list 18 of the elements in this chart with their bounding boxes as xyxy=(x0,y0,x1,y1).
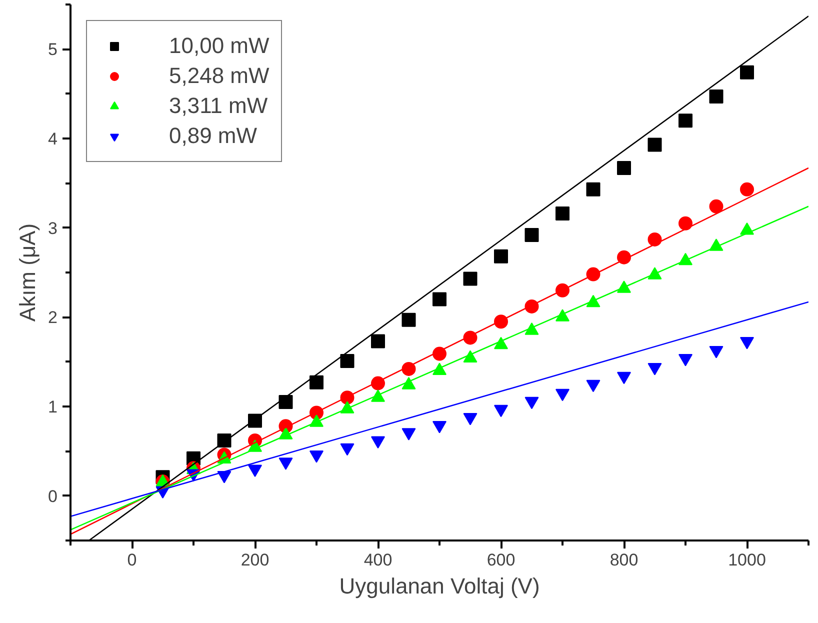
legend-label: 5,248 mW xyxy=(169,63,270,89)
x-tick-label: 1000 xyxy=(728,550,766,570)
y-tick-label: 0 xyxy=(48,486,58,506)
y-tick-label: 1 xyxy=(48,398,58,416)
legend-label: 0,89 mW xyxy=(169,123,258,149)
x-tick-label: 600 xyxy=(486,550,516,570)
legend-label: 10,00 mW xyxy=(169,33,270,59)
legend-label: 3,311 mW xyxy=(169,93,268,119)
y-tick-label: 2 xyxy=(48,308,58,328)
x-tick-label: 200 xyxy=(240,550,270,570)
y-axis-title: Akım (μA) xyxy=(15,223,40,322)
y-tick-label: 3 xyxy=(48,218,58,238)
x-tick-label: 0 xyxy=(127,550,137,570)
y-tick-label: 4 xyxy=(48,130,58,148)
x-tick-label: 800 xyxy=(610,550,638,570)
x-tick-label: 400 xyxy=(364,550,392,570)
y-tick-label: 5 xyxy=(48,40,58,60)
x-axis-title: Uygulanan Voltaj (V) xyxy=(339,574,540,598)
